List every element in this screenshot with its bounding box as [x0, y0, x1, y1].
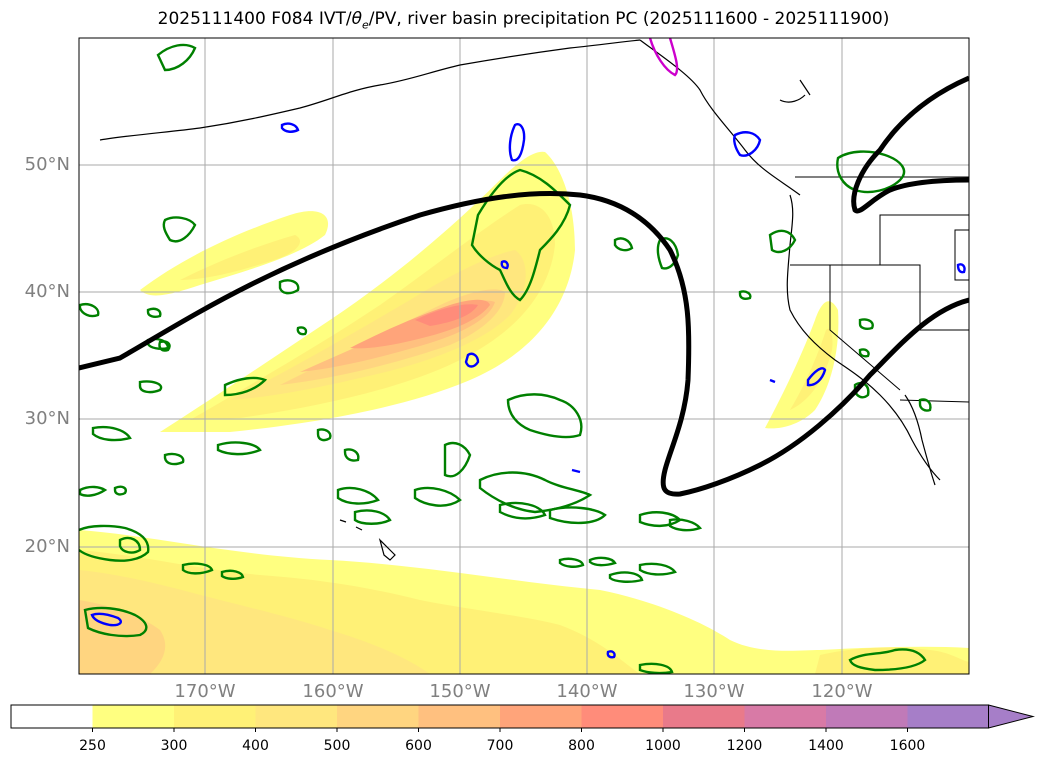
title-suffix: /PV, river basin precipitation PC (20251…	[368, 9, 890, 29]
colorbar-segment	[500, 705, 582, 728]
precip-green-contours	[79, 43, 932, 674]
precip-magenta-contour	[648, 38, 679, 77]
colorbar	[10, 704, 1035, 732]
colorbar-segment	[11, 705, 93, 728]
lon-label-170: 170°W	[174, 681, 236, 702]
lon-label-140: 140°W	[556, 681, 618, 702]
lon-label-130: 130°W	[683, 681, 745, 702]
title-theta: θ	[351, 9, 362, 29]
title-theta-sub: e	[362, 18, 369, 32]
colorbar-label: 300	[160, 738, 188, 754]
lon-label-120: 120°W	[811, 681, 873, 702]
lat-label-30: 30°N	[24, 408, 70, 429]
map-title: 2025111400 F084 IVT/θe/PV, river basin p…	[0, 9, 1047, 31]
colorbar-segment	[337, 705, 419, 728]
colorbar-label: 1400	[808, 738, 844, 754]
graticule	[79, 38, 969, 674]
colorbar-label: 600	[405, 738, 432, 754]
colorbar-label: 800	[568, 738, 595, 754]
colorbar-segment	[255, 705, 338, 728]
colorbar-segment	[581, 705, 664, 728]
colorbar-extend-arrow	[988, 704, 1035, 729]
coastlines	[99, 39, 941, 561]
colorbar-segment	[744, 705, 827, 728]
lon-label-150: 150°W	[429, 681, 491, 702]
map-frame	[78, 37, 970, 675]
lon-label-160: 160°W	[302, 681, 364, 702]
colorbar-label: 250	[79, 738, 106, 754]
colorbar-segment	[174, 705, 256, 728]
precip-blue-contours	[90, 122, 966, 659]
colorbar-segment	[92, 705, 175, 728]
colorbar-label: 400	[242, 738, 269, 754]
colorbar-label: 700	[486, 738, 514, 754]
lat-label-20: 20°N	[24, 536, 70, 557]
ivt-plume-north	[160, 151, 575, 432]
pv-contour	[79, 75, 969, 497]
colorbar-segment	[907, 705, 990, 728]
map-layers	[79, 38, 969, 674]
colorbar-label: 1600	[889, 738, 926, 754]
lat-label-50: 50°N	[24, 154, 70, 175]
ivt-plume-northwest	[140, 211, 329, 296]
colorbar-label: 1200	[726, 738, 763, 754]
colorbar-segment	[826, 705, 908, 728]
ivt-plume-south	[79, 530, 969, 674]
colorbar-segment	[663, 705, 745, 728]
lat-label-40: 40°N	[24, 281, 70, 302]
colorbar-segment	[418, 705, 501, 728]
colorbar-label: 1000	[645, 738, 681, 754]
title-prefix: 2025111400 F084 IVT/	[157, 9, 352, 29]
colorbar-label: 500	[323, 738, 351, 754]
